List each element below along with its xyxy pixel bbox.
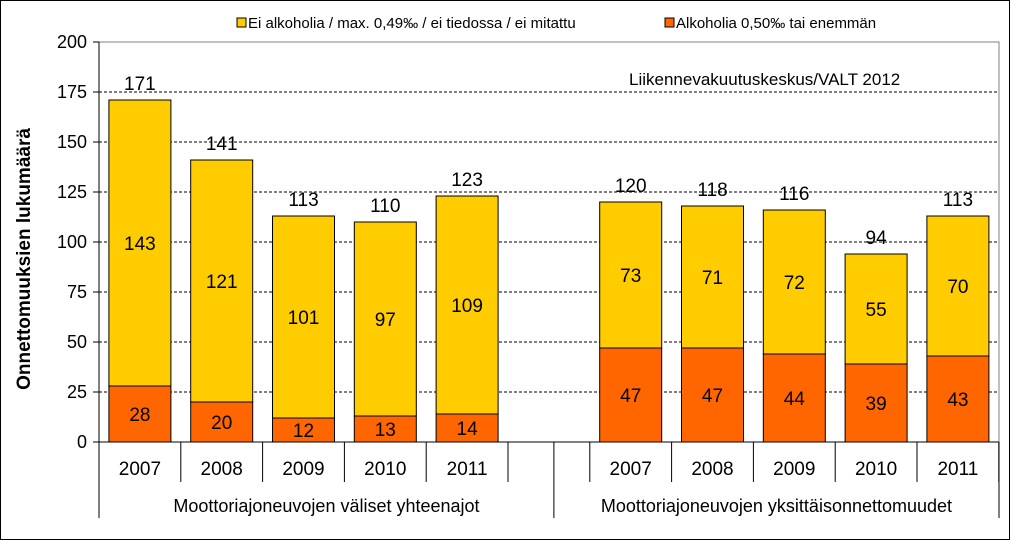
x-category-label: 2008 [201, 459, 243, 480]
label-total: 113 [288, 190, 318, 211]
label-alcohol: 20 [211, 413, 232, 434]
bar-alcohol [926, 355, 990, 443]
legend-label-no-alcohol: Ei alkoholia / max. 0,49‰ / ei tiedossa … [248, 15, 576, 32]
label-alcohol: 14 [457, 419, 479, 440]
label-total: 94 [866, 228, 888, 249]
label-total: 118 [697, 180, 727, 201]
label-alcohol: 44 [784, 389, 806, 410]
bar-alcohol [108, 385, 172, 443]
bar-alcohol [353, 415, 417, 443]
legend-label-alcohol: Alkoholia 0,50‰ tai enemmän [676, 15, 876, 32]
y-tick-label: 0 [77, 432, 87, 452]
label-total: 123 [451, 170, 483, 191]
bar-alcohol [272, 417, 335, 443]
bar-alcohol [599, 347, 663, 443]
label-no-alcohol: 55 [866, 300, 887, 321]
bar-alcohol [844, 363, 908, 443]
x-group-label: Moottoriajoneuvojen yksittäisonnettomuud… [601, 496, 952, 516]
x-group-label: Moottoriajoneuvojen väliset yhteenajot [173, 496, 479, 516]
bar-alcohol [435, 413, 499, 443]
label-alcohol: 28 [129, 405, 150, 426]
label-total: 113 [943, 190, 973, 211]
y-tick-label: 200 [57, 32, 87, 52]
x-category-label: 2009 [773, 459, 815, 480]
label-total: 141 [206, 134, 238, 155]
label-no-alcohol: 109 [451, 296, 483, 317]
bar-alcohol [190, 401, 254, 443]
legend-swatch-no-alcohol [236, 17, 247, 28]
bar-no-alcohol [190, 159, 254, 403]
label-total: 120 [615, 176, 647, 197]
bar-alcohol [762, 353, 826, 443]
legend: Ei alkoholia / max. 0,49‰ / ei tiedossa … [236, 15, 876, 32]
bar-no-alcohol [681, 205, 744, 349]
y-tick-label: 125 [57, 182, 87, 202]
bar-no-alcohol [762, 209, 826, 355]
label-no-alcohol: 121 [206, 272, 238, 293]
y-tick-label: 100 [57, 232, 87, 252]
label-no-alcohol: 72 [784, 273, 805, 294]
y-tick-label: 25 [67, 382, 87, 402]
label-no-alcohol: 97 [375, 310, 396, 331]
bar-no-alcohol [435, 195, 499, 415]
label-no-alcohol: 143 [124, 234, 156, 255]
label-alcohol: 13 [375, 420, 396, 441]
label-alcohol: 47 [702, 386, 723, 407]
bar-no-alcohol [844, 253, 908, 365]
x-category-label: 2011 [937, 459, 978, 480]
y-tick-label: 50 [67, 332, 87, 352]
plot-area: 0255075100125150175200281431712007201211… [57, 32, 1000, 518]
x-category-label: 2010 [855, 459, 897, 480]
source-note: Liikennevakuutuskeskus/VALT 2012 [629, 70, 900, 89]
bar-no-alcohol [599, 201, 663, 349]
label-total: 116 [779, 184, 809, 205]
label-alcohol: 39 [866, 394, 887, 415]
x-category-label: 2009 [282, 459, 324, 480]
label-alcohol: 47 [620, 386, 641, 407]
x-category-label: 2010 [364, 459, 406, 480]
x-category-label: 2011 [447, 459, 488, 480]
bar-no-alcohol [926, 215, 990, 357]
label-total: 110 [370, 196, 400, 217]
legend-swatch-alcohol [664, 17, 675, 28]
bar-no-alcohol [353, 221, 417, 417]
y-axis-title: Onnettomuuksien lukumäärä [14, 128, 35, 390]
x-category-label: 2007 [119, 459, 161, 480]
x-category-label: 2007 [610, 459, 652, 480]
bar-alcohol [681, 347, 744, 443]
y-tick-label: 175 [57, 82, 87, 102]
label-no-alcohol: 101 [288, 308, 320, 329]
y-tick-label: 75 [67, 282, 87, 302]
bar-no-alcohol [272, 215, 335, 419]
label-total: 171 [124, 74, 156, 95]
x-category-label: 2008 [691, 459, 733, 480]
label-no-alcohol: 70 [947, 277, 968, 298]
y-tick-label: 150 [57, 132, 87, 152]
label-no-alcohol: 71 [702, 268, 723, 289]
label-alcohol: 12 [293, 421, 314, 442]
bar-no-alcohol [108, 99, 172, 387]
label-no-alcohol: 73 [620, 266, 641, 287]
label-alcohol: 43 [947, 390, 968, 411]
